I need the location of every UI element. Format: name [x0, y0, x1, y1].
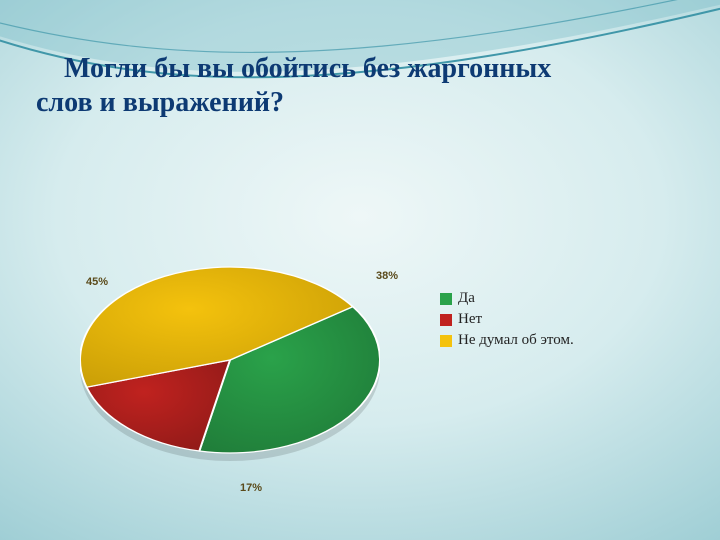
legend-item-nedum: Не думал об этом. — [440, 332, 574, 349]
legend-label-nedum: Не думал об этом. — [458, 332, 574, 349]
legend-label-da: Да — [458, 290, 475, 307]
legend-item-da: Да — [440, 290, 574, 307]
slice-label-da: 38% — [376, 270, 398, 282]
pie-svg — [80, 210, 380, 510]
title-line1: Могли бы вы обойтись без жаргонных — [64, 53, 551, 84]
legend-item-net: Нет — [440, 311, 574, 328]
pie-chart: 38% 17% 45% Да Нет Не думал об этом. — [60, 180, 660, 510]
slide: Могли бы вы обойтись без жаргонных слов … — [0, 0, 720, 540]
legend-swatch-net — [440, 314, 452, 326]
slide-title: Могли бы вы обойтись без жаргонных слов … — [36, 52, 684, 119]
legend-label-net: Нет — [458, 311, 482, 328]
legend-swatch-nedum — [440, 335, 452, 347]
legend: Да Нет Не думал об этом. — [440, 290, 574, 353]
title-line2: слов и выражений? — [36, 87, 284, 118]
pie-wrap: 38% 17% 45% — [80, 210, 380, 510]
slice-label-net: 17% — [240, 482, 262, 494]
legend-swatch-da — [440, 293, 452, 305]
slice-label-nedum: 45% — [86, 276, 108, 288]
